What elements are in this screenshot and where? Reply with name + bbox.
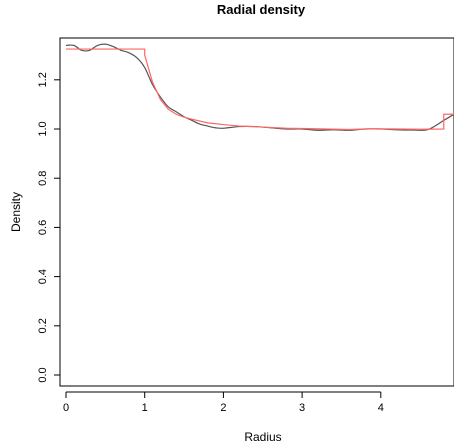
y-tick-label: 0.8 xyxy=(37,171,49,186)
y-axis-title: Density xyxy=(9,192,23,232)
x-tick-label: 0 xyxy=(63,402,69,414)
plot-frame xyxy=(59,37,454,387)
y-tick-label: 0.0 xyxy=(37,367,49,382)
series-line-1 xyxy=(65,43,454,131)
x-tick-label: 2 xyxy=(220,402,226,414)
y-tick-label: 0.6 xyxy=(37,220,49,235)
y-tick-label: 1.0 xyxy=(37,121,49,136)
chart-title: Radial density xyxy=(217,2,306,17)
y-tick-label: 0.4 xyxy=(37,269,49,284)
y-axis: 0.0 0.2 0.4 0.6 0.8 1.0 1.2 xyxy=(37,72,61,383)
x-axis-title: Radius xyxy=(244,430,281,444)
series-layer xyxy=(65,43,454,131)
y-tick-label: 1.2 xyxy=(37,72,49,87)
x-tick-label: 4 xyxy=(378,402,384,414)
x-axis: 0 1 2 3 4 xyxy=(63,391,384,414)
x-tick-label: 1 xyxy=(142,402,148,414)
x-tick-label: 3 xyxy=(299,402,305,414)
series-line-2 xyxy=(66,48,454,131)
y-tick-label: 0.2 xyxy=(37,318,49,333)
